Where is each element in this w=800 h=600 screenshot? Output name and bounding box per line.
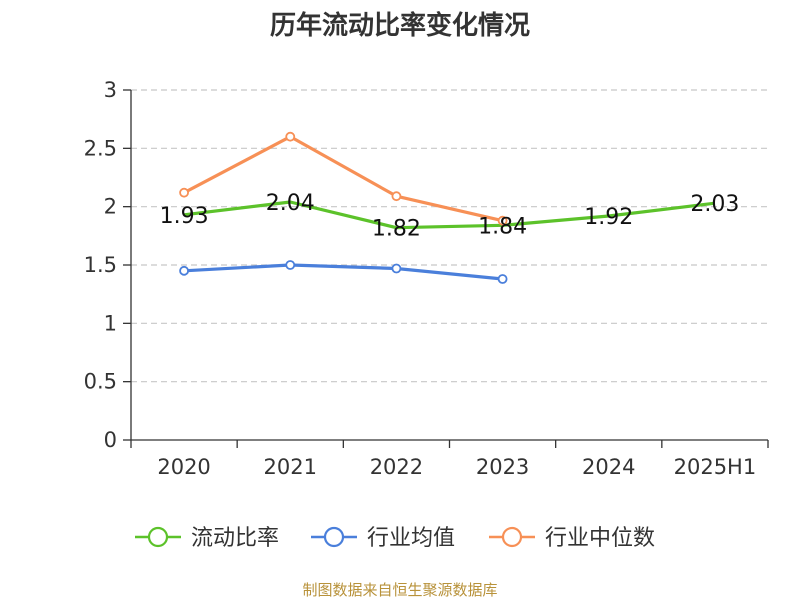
y-tick-label: 0 xyxy=(104,428,117,452)
data-point xyxy=(497,274,508,284)
data-point xyxy=(179,187,189,198)
y-tick-label: 2 xyxy=(104,195,117,219)
source-note: 制图数据来自恒生聚源数据库 xyxy=(302,581,497,599)
legend[interactable]: 流动比率 行业均值 行业中位数 xyxy=(135,526,655,551)
x-tick-label: 2020 xyxy=(157,455,210,479)
x-tick-label: 2023 xyxy=(476,455,529,479)
legend-item-2[interactable]: 行业中位数 xyxy=(489,526,655,551)
data-point xyxy=(285,131,296,142)
legend-label: 行业均值 xyxy=(367,526,455,551)
data-label: 1.84 xyxy=(478,214,527,239)
axes: 0 0.5 1 1.5 2 2.5 3 2020 2021 2022 2023 2024 2025H1 xyxy=(84,78,769,479)
x-tick-label: 2025H1 xyxy=(674,455,757,479)
legend-item-1[interactable]: 行业均值 xyxy=(311,526,455,551)
y-tick-label: 1.5 xyxy=(84,253,117,277)
y-tick-label: 3 xyxy=(104,78,117,102)
series-line-2 xyxy=(183,135,503,223)
data-label: 1.92 xyxy=(584,205,633,230)
legend-item-0[interactable]: 流动比率 xyxy=(135,526,279,551)
series-line-0 xyxy=(183,200,716,230)
legend-marker xyxy=(323,526,345,548)
x-tick-label: 2022 xyxy=(370,455,423,479)
series-lines xyxy=(179,131,716,284)
data-label: 2.04 xyxy=(266,191,315,216)
y-tick-label: 2.5 xyxy=(84,136,117,160)
data-label: 2.03 xyxy=(690,192,739,217)
x-tick-label: 2024 xyxy=(582,455,635,479)
data-point xyxy=(285,260,296,270)
data-label: 1.93 xyxy=(160,204,209,229)
series-line-1 xyxy=(183,263,503,281)
data-point xyxy=(179,265,189,276)
legend-label: 行业中位数 xyxy=(545,526,655,551)
y-tick-label: 0.5 xyxy=(84,370,117,394)
legend-marker xyxy=(501,526,523,548)
data-labels: 1.93 2.04 1.82 1.84 1.92 2.03 xyxy=(160,191,740,242)
legend-marker xyxy=(147,526,169,548)
data-point xyxy=(497,215,508,226)
chart-title: 历年流动比率变化情况 xyxy=(270,10,530,41)
legend-label: 流动比率 xyxy=(191,526,279,551)
grid xyxy=(131,89,768,383)
data-point xyxy=(391,263,402,274)
data-point xyxy=(391,191,402,202)
data-label: 1.82 xyxy=(372,217,421,242)
y-tick-label: 1 xyxy=(104,311,117,335)
x-tick-label: 2021 xyxy=(264,455,317,479)
